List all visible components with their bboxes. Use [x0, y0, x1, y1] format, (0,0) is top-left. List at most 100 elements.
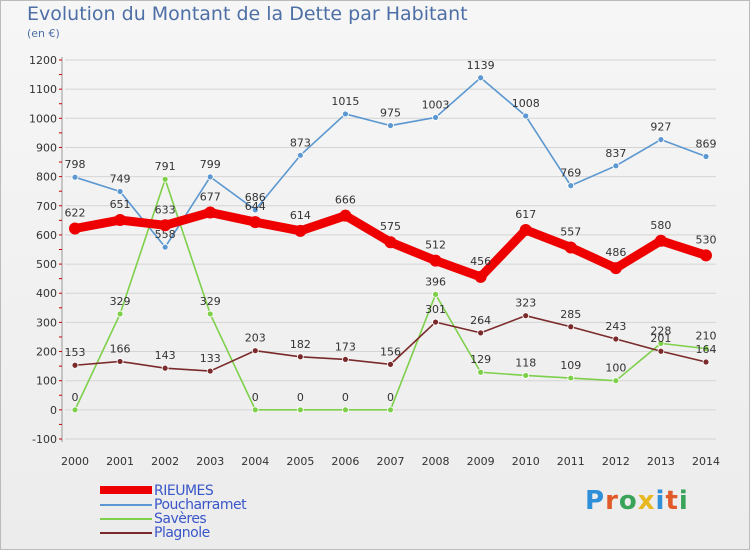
- data-label-rieumes: 666: [335, 194, 356, 207]
- data-point-sav-res: [71, 406, 79, 414]
- data-label-sav-res: 118: [515, 356, 536, 369]
- data-label-plagnole: 182: [290, 338, 311, 351]
- y-tick-label: 1200: [29, 54, 57, 67]
- chart-subtitle: (en €): [27, 27, 60, 40]
- x-tick-label: 2008: [422, 455, 450, 468]
- chart-title: Evolution du Montant de la Dette par Hab…: [27, 3, 468, 25]
- data-label-plagnole: 264: [470, 314, 491, 327]
- data-point-sav-res: [116, 310, 124, 318]
- legend-label-poucharramet: Poucharramet: [154, 497, 247, 513]
- legend-swatch-plagnole: [100, 532, 152, 534]
- data-label-poucharramet: 686: [245, 191, 266, 204]
- data-point-rieumes: [564, 241, 577, 254]
- data-point-poucharramet: [567, 182, 575, 190]
- data-label-rieumes: 633: [155, 203, 176, 216]
- data-point-poucharramet: [71, 173, 79, 181]
- data-point-plagnole: [432, 318, 439, 326]
- data-label-poucharramet: 799: [200, 158, 221, 171]
- x-tick-label: 2005: [286, 455, 314, 468]
- data-point-plagnole: [161, 364, 169, 372]
- data-point-plagnole: [657, 347, 665, 355]
- data-label-rieumes: 677: [200, 190, 221, 203]
- data-point-plagnole: [387, 360, 394, 368]
- data-label-sav-res: 210: [696, 330, 717, 343]
- data-point-poucharramet: [116, 188, 124, 195]
- data-label-plagnole: 166: [110, 342, 131, 355]
- data-label-rieumes: 614: [290, 209, 311, 222]
- data-label-rieumes: 644: [245, 200, 266, 213]
- logo-letter: r: [605, 486, 619, 516]
- y-tick-label: 1100: [29, 83, 57, 96]
- y-tick-label: 100: [36, 375, 57, 388]
- data-point-plagnole: [612, 335, 620, 343]
- data-point-plagnole: [206, 367, 214, 375]
- data-point-rieumes: [204, 206, 217, 219]
- y-tick-label: 800: [36, 171, 57, 184]
- data-label-sav-res: 100: [605, 362, 626, 375]
- data-label-rieumes: 651: [110, 198, 131, 211]
- data-point-poucharramet: [522, 112, 530, 120]
- data-label-poucharramet: 1139: [467, 59, 495, 72]
- x-tick-label: 2011: [557, 455, 585, 468]
- data-label-poucharramet: 749: [110, 172, 131, 185]
- data-label-sav-res: 791: [155, 160, 176, 173]
- data-point-sav-res: [567, 374, 575, 382]
- data-label-plagnole: 173: [335, 340, 356, 353]
- legend-label-rieumes: RIEUMES: [154, 483, 214, 499]
- data-label-sav-res: 0: [252, 391, 259, 404]
- data-point-plagnole: [116, 358, 124, 365]
- data-point-rieumes: [384, 236, 397, 249]
- data-point-poucharramet: [657, 136, 665, 143]
- data-point-plagnole: [251, 347, 259, 355]
- data-label-plagnole: 301: [425, 303, 446, 316]
- y-tick-label: 700: [36, 200, 57, 213]
- data-point-sav-res: [522, 372, 530, 379]
- data-label-rieumes: 617: [515, 208, 536, 221]
- data-point-plagnole: [71, 361, 79, 369]
- data-label-poucharramet: 927: [650, 121, 671, 134]
- data-label-rieumes: 512: [425, 239, 446, 252]
- data-point-rieumes: [700, 249, 712, 262]
- data-point-poucharramet: [432, 114, 439, 121]
- data-label-plagnole: 243: [605, 320, 626, 333]
- data-label-plagnole: 153: [65, 346, 86, 359]
- data-label-sav-res: 329: [200, 295, 221, 308]
- data-point-plagnole: [296, 353, 304, 361]
- data-label-plagnole: 133: [200, 352, 221, 365]
- data-label-sav-res: 329: [110, 295, 131, 308]
- data-label-rieumes: 580: [650, 219, 671, 232]
- data-point-poucharramet: [296, 151, 304, 159]
- logo-letter: i: [655, 486, 666, 516]
- data-point-rieumes: [249, 216, 262, 229]
- x-tick-label: 2003: [196, 455, 224, 468]
- x-tick-label: 2010: [512, 455, 540, 468]
- data-label-sav-res: 0: [342, 391, 349, 404]
- data-point-rieumes: [294, 224, 307, 237]
- x-tick-label: 2000: [61, 455, 89, 468]
- legend-swatch-saveres: [100, 518, 152, 520]
- data-label-poucharramet: 873: [290, 136, 311, 149]
- y-tick-label: 200: [36, 346, 57, 359]
- data-point-poucharramet: [387, 122, 394, 129]
- data-label-sav-res: 228: [650, 324, 671, 337]
- x-tick-label: 2002: [151, 455, 179, 468]
- data-point-plagnole: [567, 323, 575, 331]
- logo-letter: t: [665, 486, 679, 516]
- data-point-plagnole: [702, 358, 710, 366]
- logo-letter: x: [637, 486, 656, 516]
- data-label-poucharramet: 558: [155, 228, 176, 241]
- data-point-plagnole: [342, 356, 349, 363]
- data-point-poucharramet: [612, 162, 620, 170]
- data-label-rieumes: 486: [605, 246, 626, 259]
- x-tick-label: 2013: [647, 455, 675, 468]
- data-label-rieumes: 530: [696, 233, 717, 246]
- data-label-poucharramet: 1003: [422, 98, 450, 111]
- logo-letter: P: [585, 486, 606, 516]
- data-label-plagnole: 203: [245, 332, 266, 345]
- data-point-rieumes: [114, 214, 127, 227]
- data-label-plagnole: 156: [380, 345, 401, 358]
- legend-label-plagnole: Plagnole: [154, 525, 210, 541]
- data-label-rieumes: 575: [380, 220, 401, 233]
- y-tick-label: 900: [36, 141, 57, 154]
- data-point-poucharramet: [251, 206, 259, 214]
